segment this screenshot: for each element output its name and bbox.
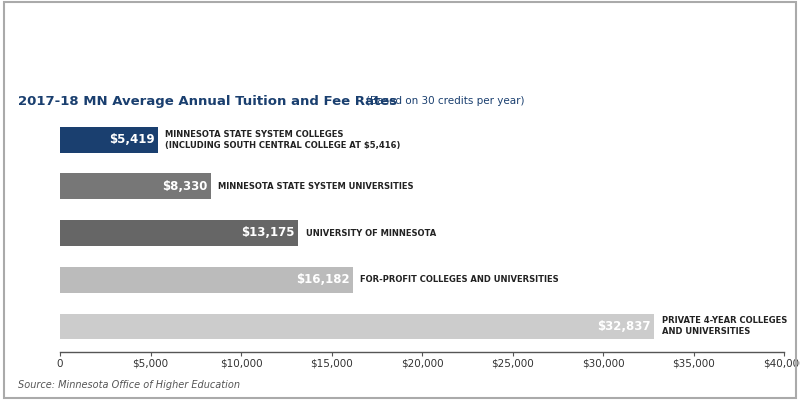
Text: FOR-PROFIT COLLEGES AND UNIVERSITIES: FOR-PROFIT COLLEGES AND UNIVERSITIES [360,275,558,284]
Bar [60,174,210,199]
Bar [60,314,654,339]
Text: $13,175: $13,175 [242,226,295,240]
Text: MINNESOTA STATE SYSTEM UNIVERSITIES: MINNESOTA STATE SYSTEM UNIVERSITIES [218,182,414,191]
Bar [60,127,158,152]
Bar [60,220,298,246]
Text: UNIVERSITY OF MINNESOTA: UNIVERSITY OF MINNESOTA [306,228,436,238]
Text: $8,330: $8,330 [162,180,207,193]
Text: MINNESOTA STATE SYSTEM COLLEGES
(INCLUDING SOUTH CENTRAL COLLEGE AT $5,416): MINNESOTA STATE SYSTEM COLLEGES (INCLUDI… [166,130,401,150]
Text: $5,419: $5,419 [109,133,154,146]
Text: $16,182: $16,182 [296,273,350,286]
Text: (Based on 30 credits per year): (Based on 30 credits per year) [366,96,524,106]
Bar [60,267,353,292]
Text: 2017-18 MN Average Annual Tuition and Fee Rates: 2017-18 MN Average Annual Tuition and Fe… [18,94,397,108]
Text: $32,837: $32,837 [598,320,650,333]
Text: PRIVATE 4-YEAR COLLEGES
AND UNIVERSITIES: PRIVATE 4-YEAR COLLEGES AND UNIVERSITIES [662,316,787,336]
Text: Source: Minnesota Office of Higher Education: Source: Minnesota Office of Higher Educa… [18,380,240,390]
Text: Compare Colleges and Universities Around the State: Compare Colleges and Universities Around… [18,28,719,52]
